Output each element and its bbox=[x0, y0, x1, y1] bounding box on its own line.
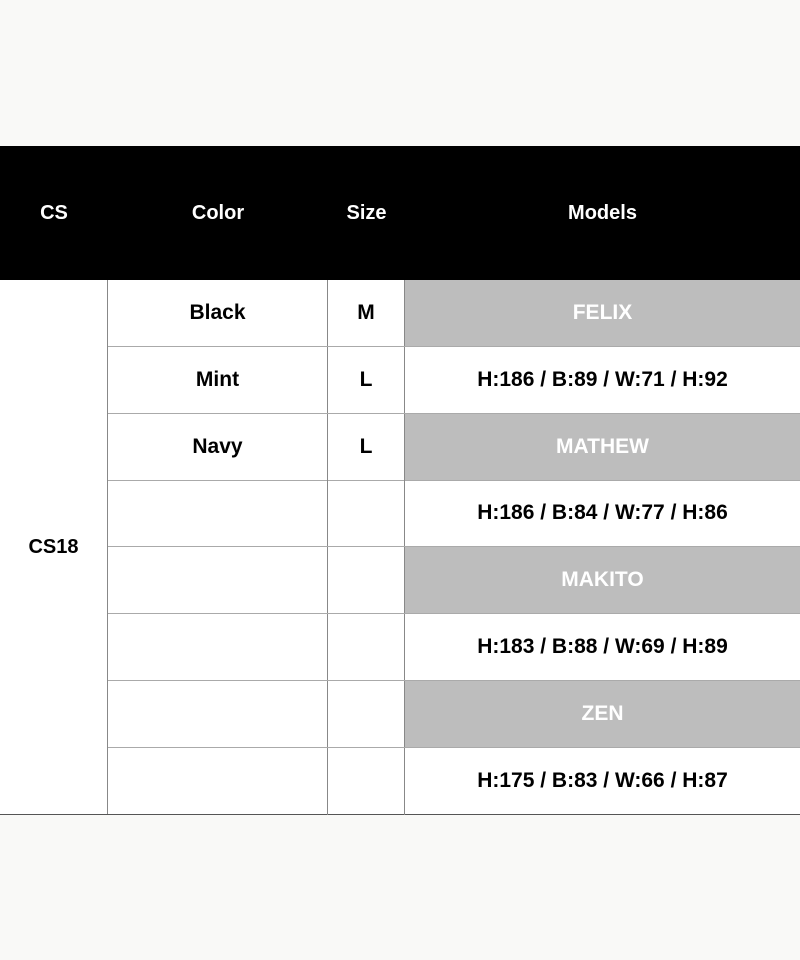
size-cell: L bbox=[328, 346, 405, 413]
header-size: Size bbox=[346, 201, 387, 224]
model-name-cell: MATHEW bbox=[405, 413, 800, 480]
color-cell bbox=[108, 747, 328, 815]
table-row: Mint L H:186 / B:89 / W:71 / H:92 bbox=[108, 346, 800, 414]
table-body: CS18 Black M FELIX Mint L H:186 / B:89 / W:71… bbox=[0, 280, 800, 815]
model-measurements-cell: H:186 / B:89 / W:71 / H:92 bbox=[477, 367, 728, 391]
model-name-cell: FELIX bbox=[405, 280, 800, 346]
size-cell: L bbox=[328, 413, 405, 480]
table-row: Navy L MATHEW bbox=[108, 413, 800, 481]
table-row: ZEN bbox=[108, 680, 800, 748]
cs-cell: CS18 bbox=[0, 280, 108, 814]
model-name-cell: MAKITO bbox=[405, 547, 800, 614]
size-cell bbox=[328, 614, 405, 680]
model-measurements-cell: H:175 / B:83 / W:66 / H:87 bbox=[477, 769, 728, 793]
size-cell bbox=[328, 680, 405, 747]
table-header: CS Color Size Models bbox=[0, 146, 800, 280]
color-cell bbox=[108, 614, 328, 680]
header-color: Color bbox=[191, 201, 245, 224]
model-name-cell: ZEN bbox=[405, 680, 800, 747]
size-cell: M bbox=[328, 280, 405, 346]
size-cell bbox=[328, 480, 405, 547]
table-row: H:175 / B:83 / W:66 / H:87 bbox=[108, 747, 800, 815]
color-cell bbox=[108, 680, 328, 747]
model-measurements-cell: H:183 / B:88 / W:69 / H:89 bbox=[477, 635, 728, 658]
table-row: Black M FELIX bbox=[108, 280, 800, 347]
size-cell bbox=[328, 747, 405, 815]
color-cell: Mint bbox=[108, 346, 328, 413]
header-models: Models bbox=[568, 201, 637, 224]
table-row: H:183 / B:88 / W:69 / H:89 bbox=[108, 614, 800, 681]
model-measurements-cell: H:186 / B:84 / W:77 / H:86 bbox=[477, 501, 728, 525]
color-cell: Black bbox=[108, 280, 328, 346]
table-row: MAKITO bbox=[108, 547, 800, 615]
color-cell bbox=[108, 547, 328, 614]
header-cs: CS bbox=[40, 201, 68, 224]
color-cell: Navy bbox=[108, 413, 328, 480]
size-cell bbox=[328, 547, 405, 614]
table-row: H:186 / B:84 / W:77 / H:86 bbox=[108, 480, 800, 548]
color-cell bbox=[108, 480, 328, 547]
